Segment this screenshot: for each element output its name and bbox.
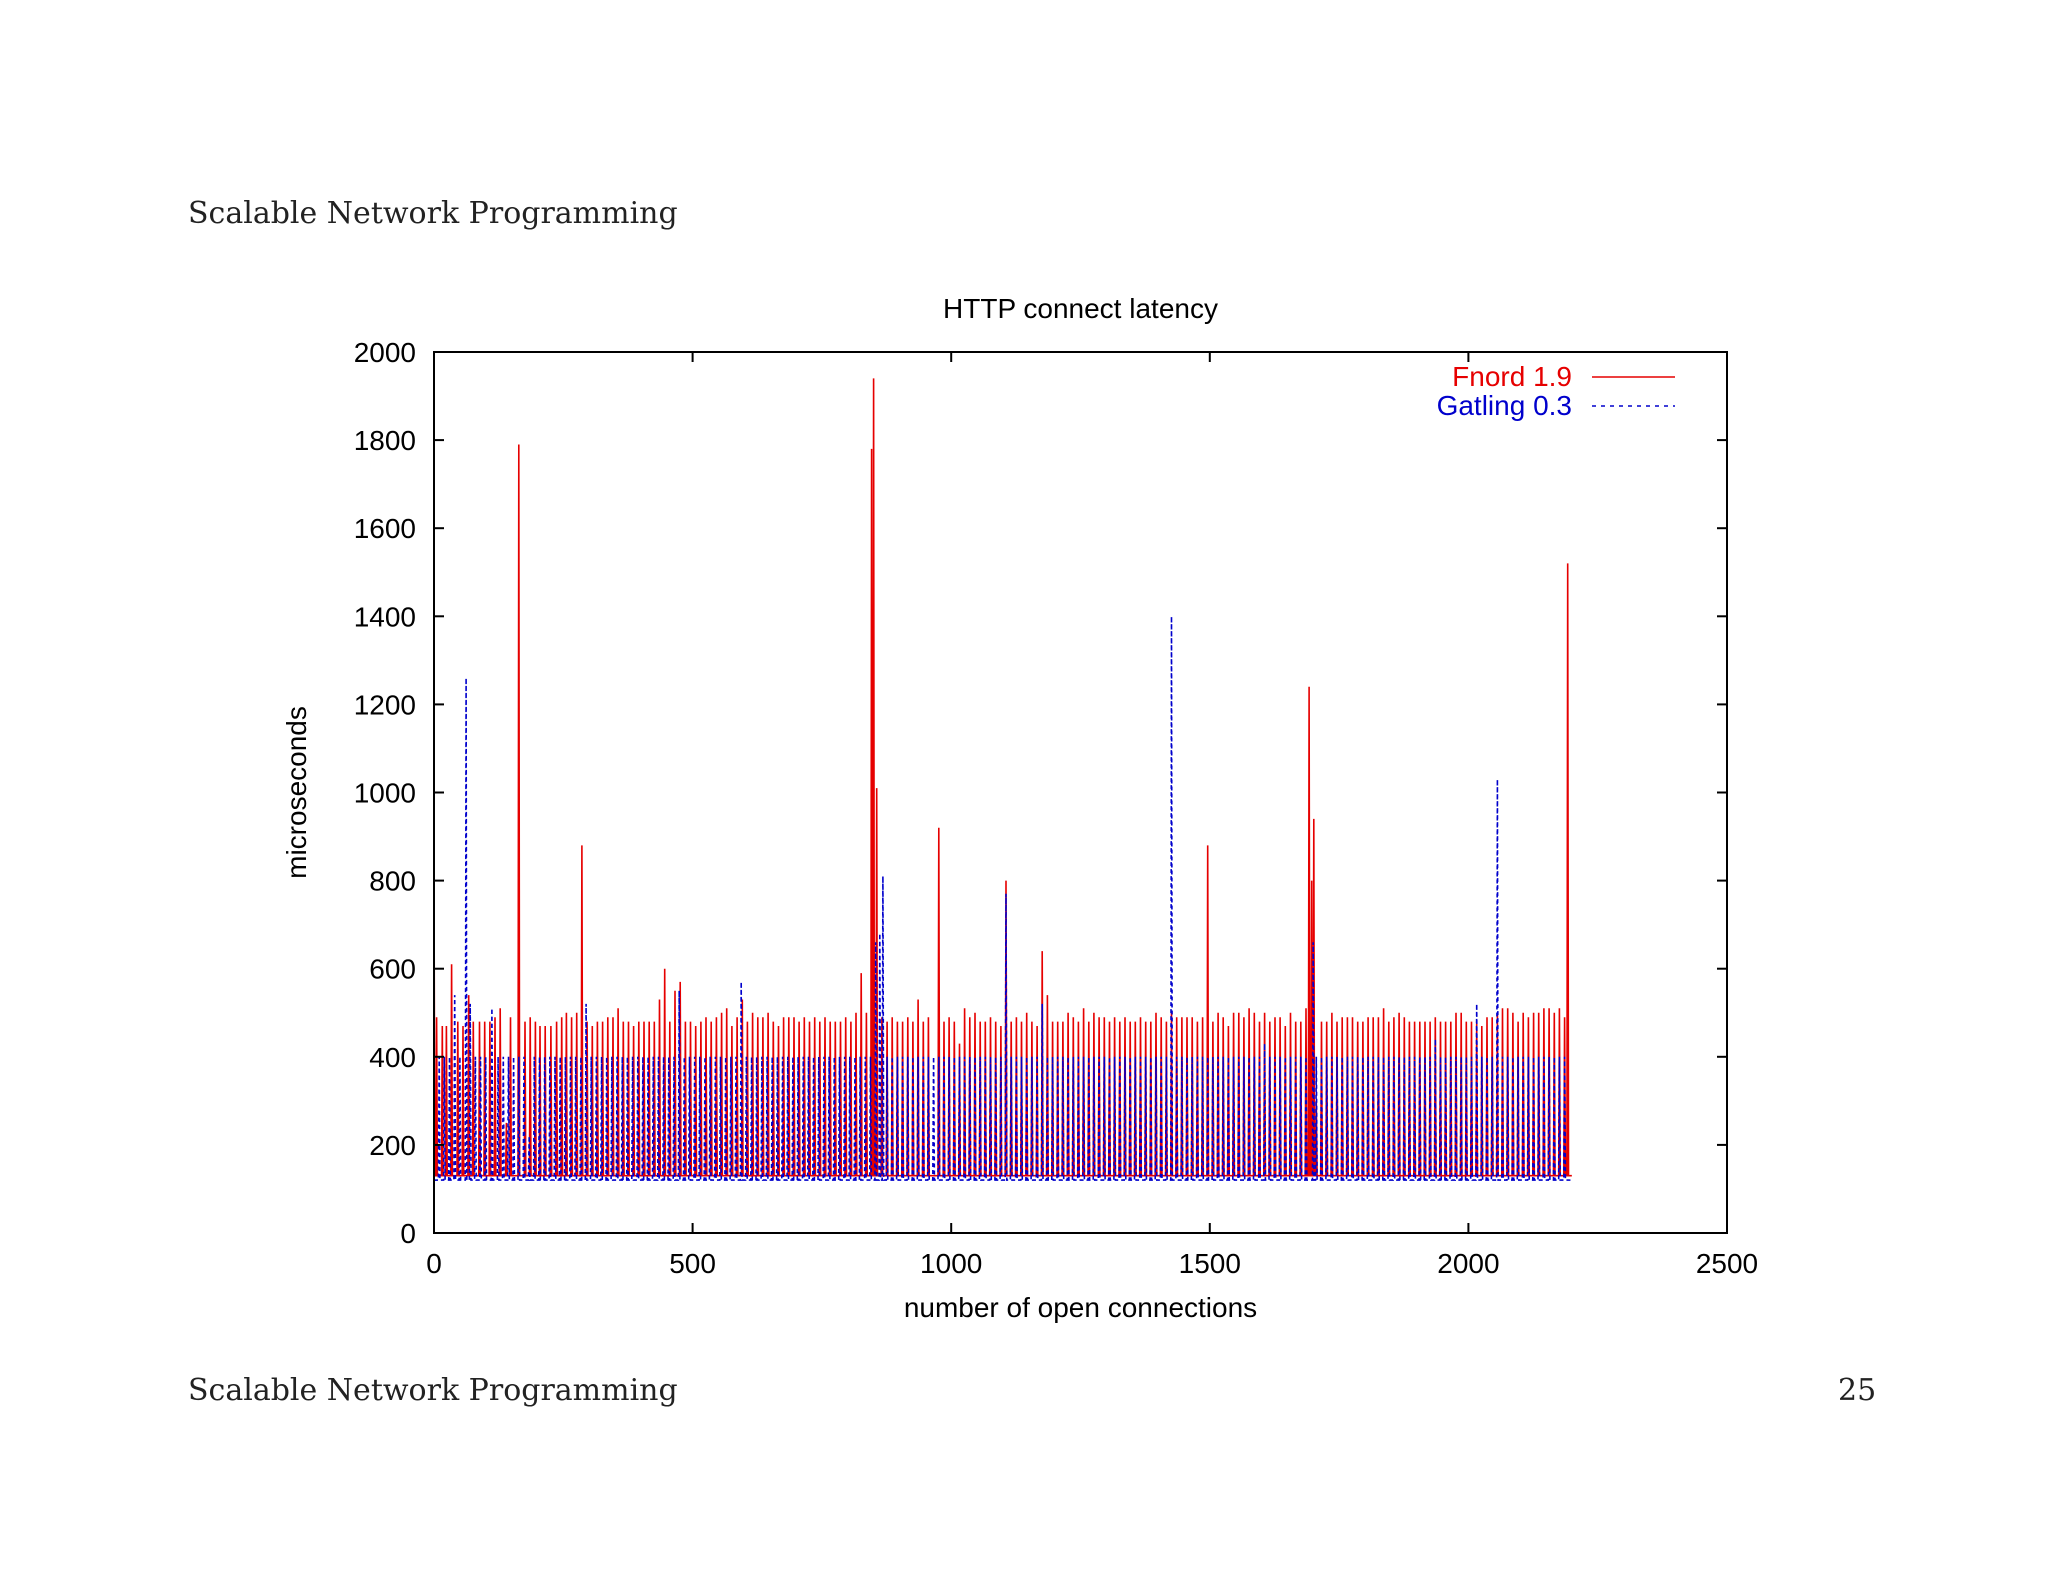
legend-entry-gatling: Gatling 0.3: [1437, 390, 1572, 421]
x-tick-label: 500: [669, 1248, 716, 1279]
y-tick-label: 600: [369, 954, 416, 985]
axis-ticks: 0 500 1000 1500 2000 2500 0 200 400 600 800 1000 120…: [354, 337, 1758, 1279]
chart-title: HTTP connect latency: [943, 293, 1218, 324]
legend-entry-fnord: Fnord 1.9: [1452, 361, 1572, 392]
y-tick-label: 1200: [354, 689, 416, 720]
y-tick-label: 1600: [354, 513, 416, 544]
y-tick-label: 200: [369, 1130, 416, 1161]
x-tick-label: 1500: [1179, 1248, 1241, 1279]
y-tick-label: 2000: [354, 337, 416, 368]
y-tick-label: 1400: [354, 601, 416, 632]
legend: Fnord 1.9 Gatling 0.3: [1437, 361, 1675, 421]
y-tick-label: 400: [369, 1042, 416, 1073]
y-tick-label: 1800: [354, 425, 416, 456]
y-axis-label: microseconds: [281, 706, 312, 879]
x-tick-label: 2000: [1437, 1248, 1499, 1279]
series-line-gatling: [433, 616, 1572, 1181]
slide-header: Scalable Network Programming: [188, 196, 678, 231]
page-number: 25: [1838, 1373, 1877, 1408]
plot-lines: [433, 378, 1572, 1181]
y-tick-label: 800: [369, 866, 416, 897]
slide-footer: Scalable Network Programming: [188, 1373, 678, 1408]
x-axis-label: number of open connections: [904, 1292, 1257, 1323]
x-tick-label: 2500: [1696, 1248, 1758, 1279]
series-line-fnord: [433, 378, 1572, 1177]
y-tick-label: 1000: [354, 778, 416, 809]
x-tick-label: 0: [426, 1248, 442, 1279]
y-tick-label: 0: [400, 1218, 416, 1249]
x-tick-label: 1000: [920, 1248, 982, 1279]
